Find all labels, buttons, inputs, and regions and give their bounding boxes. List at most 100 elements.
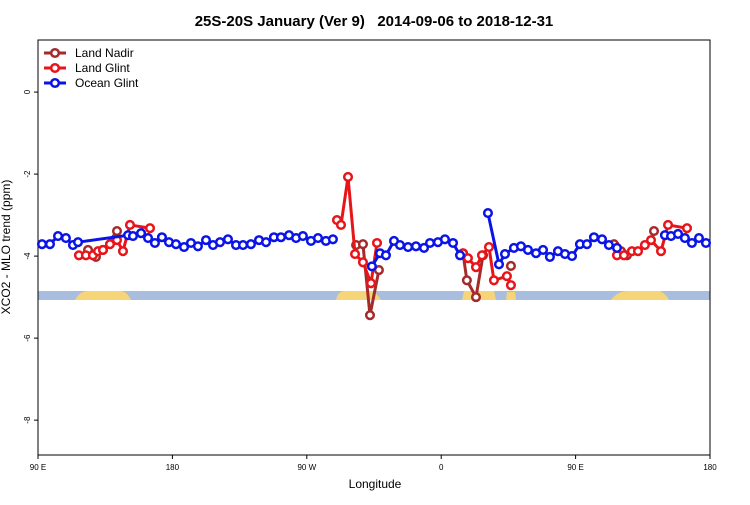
legend-label: Land Nadir: [75, 46, 134, 60]
point: [380, 250, 391, 261]
point: [394, 239, 406, 251]
point: [618, 250, 630, 261]
point: [672, 228, 684, 240]
point: [447, 237, 459, 249]
point: [36, 239, 48, 250]
point: [693, 233, 704, 244]
point: [72, 237, 84, 248]
point: [245, 239, 256, 250]
y-tick-label: 0: [23, 89, 32, 94]
point: [237, 239, 249, 251]
point: [135, 228, 147, 239]
point: [214, 237, 226, 248]
point: [260, 237, 272, 248]
x-tick-label: 90 E: [30, 463, 46, 472]
legend-label: Land Glint: [75, 61, 130, 75]
point: [470, 292, 482, 303]
point: [366, 261, 377, 272]
point: [648, 226, 660, 237]
point: [645, 235, 657, 246]
point: [522, 244, 534, 256]
y-tick-label: -6: [23, 334, 32, 342]
point: [493, 259, 505, 270]
point: [418, 242, 430, 253]
point: [44, 239, 55, 250]
point: [357, 257, 368, 268]
point: [499, 249, 511, 260]
point: [483, 242, 495, 253]
point: [60, 233, 71, 244]
point: [505, 280, 516, 291]
point: [470, 262, 482, 273]
y-tick-label: -4: [23, 252, 32, 260]
point: [192, 241, 203, 252]
y-tick-label: -2: [23, 170, 32, 178]
point: [335, 219, 347, 230]
legend-marker: [49, 77, 61, 89]
point: [200, 235, 212, 246]
point: [700, 237, 712, 249]
x-tick-label: 90 W: [297, 463, 316, 472]
land-ocean-strip: [38, 291, 710, 300]
point: [117, 246, 129, 257]
point: [222, 234, 234, 245]
point: [365, 278, 377, 289]
point: [639, 239, 650, 251]
point: [52, 230, 64, 242]
point: [178, 242, 190, 253]
point: [342, 171, 354, 183]
point: [501, 271, 512, 282]
point: [476, 250, 488, 261]
x-axis-label: Longitude: [349, 477, 402, 491]
point: [662, 219, 674, 230]
y-axis-label: XCO2 - MLO trend (ppm): [0, 180, 13, 315]
point: [364, 310, 376, 321]
point: [275, 232, 287, 243]
point: [596, 234, 608, 245]
point: [544, 251, 555, 262]
point: [124, 219, 136, 230]
point: [349, 249, 361, 260]
x-tick-label: 0: [439, 463, 444, 472]
legend-label: Ocean Glint: [75, 76, 139, 90]
point: [144, 223, 156, 234]
point: [611, 242, 623, 253]
point: [632, 246, 644, 257]
point: [371, 237, 383, 249]
point: [327, 234, 338, 245]
legend-marker: [49, 47, 61, 59]
point: [143, 233, 154, 244]
point: [488, 275, 499, 286]
point: [581, 239, 592, 250]
point: [681, 223, 693, 234]
x-tick-label: 180: [166, 463, 180, 472]
point: [566, 251, 578, 262]
point: [357, 239, 368, 250]
point: [454, 250, 466, 261]
point: [127, 230, 139, 242]
plot-frame: [37, 39, 711, 456]
point: [410, 241, 422, 252]
point: [462, 253, 473, 264]
point: [156, 232, 167, 243]
point: [603, 239, 614, 251]
legend-marker: [49, 62, 61, 74]
point: [482, 208, 493, 219]
x-tick-label: 90 E: [567, 463, 583, 472]
point: [424, 237, 436, 249]
point: [97, 244, 109, 256]
point: [402, 242, 414, 253]
point: [461, 275, 472, 286]
point: [312, 233, 324, 244]
point: [170, 239, 182, 250]
point: [111, 226, 123, 237]
point: [149, 237, 160, 249]
point: [297, 230, 308, 242]
point: [505, 260, 516, 272]
y-tick-label: -8: [23, 416, 32, 424]
point: [537, 244, 549, 256]
point: [686, 237, 697, 249]
chart-title: 25S-20S January (Ver 9) 2014-09-06 to 20…: [195, 13, 554, 30]
point: [655, 246, 667, 257]
